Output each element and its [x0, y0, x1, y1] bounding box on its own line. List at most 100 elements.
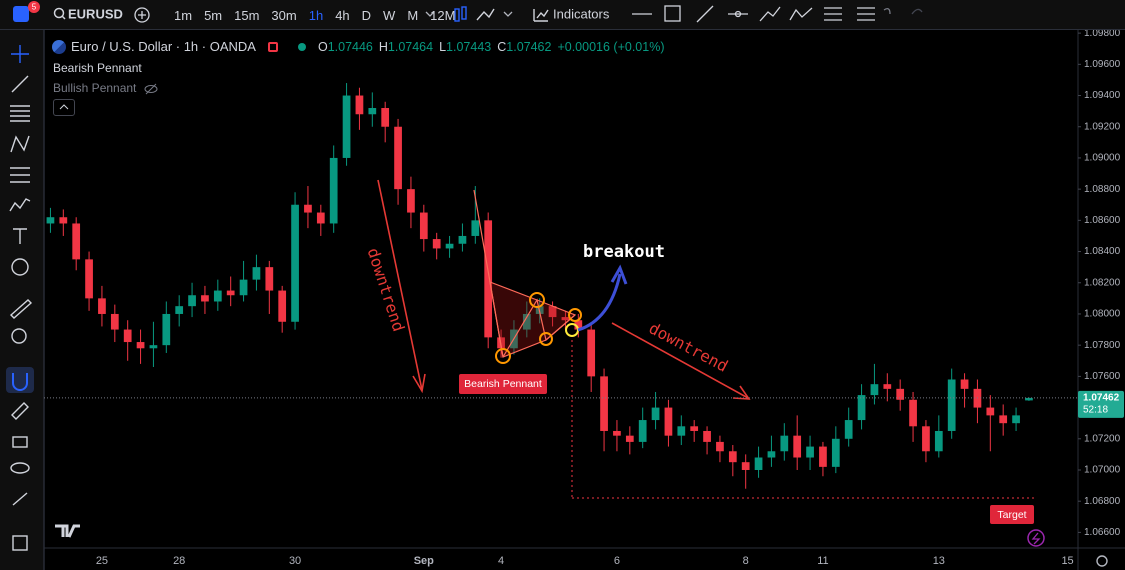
candle-body	[355, 95, 364, 115]
candle-body	[934, 430, 943, 452]
candle-body	[316, 212, 325, 224]
pattern-label: Bearish Pennant	[464, 378, 542, 390]
timeframe[interactable]: D	[361, 7, 372, 23]
indicators-button[interactable]: Indicators	[553, 6, 610, 21]
symbol-title: Euro / U.S. Dollar · 1h · OANDA	[71, 39, 256, 54]
timeframe-dropdown[interactable]	[425, 11, 435, 17]
timeframe[interactable]: 1m	[174, 7, 193, 23]
y-tick-label: 1.08200	[1084, 277, 1121, 288]
collapse-legend[interactable]	[53, 99, 75, 116]
candle-body	[780, 435, 789, 452]
lock-tool[interactable]	[12, 436, 28, 448]
breakout-arrowhead	[610, 264, 628, 285]
candle-body	[947, 379, 956, 431]
brush-tool[interactable]	[9, 198, 31, 212]
candle-body	[960, 379, 969, 389]
candle-body	[844, 420, 853, 439]
timeframe[interactable]: 1h	[308, 7, 324, 23]
timeframes: 1m 5m 15m 30m 1h 4h D W M 12M	[168, 0, 461, 30]
icon-tool[interactable]	[11, 258, 29, 276]
timeframe[interactable]: 30m	[271, 7, 297, 23]
magnet-tool[interactable]	[12, 373, 28, 391]
x-tick-label: 28	[173, 555, 185, 567]
collapse-icon	[59, 104, 69, 110]
top-toolbar-icons: 5 EURUSD Indicators	[13, 1, 923, 23]
timeframe[interactable]: 15m	[234, 7, 260, 23]
candle-body	[574, 320, 583, 330]
hide-tool[interactable]	[10, 462, 30, 474]
lightning-button[interactable]	[1027, 529, 1045, 547]
ohlc-key: C	[497, 39, 507, 54]
x-tick-label: Sep	[414, 555, 434, 567]
ohlc-key: O	[317, 39, 328, 54]
chart-type-button[interactable]	[454, 6, 467, 22]
candle-body	[458, 235, 467, 244]
compare-button[interactable]	[134, 7, 150, 23]
measure-tool[interactable]	[9, 299, 33, 319]
pattern-label-bg	[459, 374, 547, 394]
candle-body	[329, 157, 338, 224]
target-label: Target	[997, 509, 1026, 521]
y-tick-label: 1.06600	[1084, 527, 1121, 538]
candle-body	[664, 407, 673, 436]
market-status	[297, 42, 306, 51]
link-tool[interactable]	[12, 492, 28, 506]
candle-body	[188, 295, 196, 307]
y-tick-label: 1.08800	[1084, 184, 1121, 195]
breakout-arrow	[577, 273, 622, 332]
stay-drawing-tool[interactable]	[11, 402, 29, 420]
ohlc-value: 1.07462	[506, 39, 552, 54]
downtrend-arrowhead	[412, 373, 426, 394]
timeframe[interactable]: 12M	[430, 7, 456, 23]
y-tick-label: 1.07800	[1084, 340, 1121, 351]
candle-body	[175, 306, 184, 314]
projection-tool[interactable]	[10, 167, 30, 183]
candle-body	[561, 317, 570, 321]
edit-icon[interactable]	[267, 41, 278, 52]
candle-body	[716, 441, 724, 452]
candle-body	[986, 407, 995, 416]
candle-body	[870, 384, 879, 396]
ohlc-item: C1.07462	[497, 40, 551, 54]
y-tick-label: 1.08000	[1084, 309, 1121, 320]
pennant-pole	[473, 189, 504, 358]
countdown: 52:18	[1083, 405, 1108, 416]
candle-body	[793, 435, 802, 458]
candle-body	[703, 430, 711, 442]
trash-tool[interactable]	[12, 535, 28, 551]
x-tick-label: 6	[614, 555, 620, 567]
candle-body	[819, 446, 827, 467]
candle-body	[1012, 415, 1020, 424]
timeframe[interactable]: M	[407, 7, 419, 23]
timeframe[interactable]: 4h	[335, 7, 350, 23]
candle-body	[909, 399, 917, 427]
hidden-icon[interactable]	[144, 83, 158, 95]
candle-body	[484, 220, 493, 338]
x-tick-label: 4	[498, 555, 504, 567]
candle-body	[201, 295, 209, 302]
drawing-shortcuts[interactable]	[632, 5, 923, 23]
line-type-button[interactable]	[476, 8, 495, 21]
y-tick-label: 1.08400	[1084, 246, 1121, 257]
target-label-bg	[990, 505, 1034, 524]
candle-body	[999, 415, 1008, 424]
pattern-tool[interactable]	[10, 135, 30, 153]
indicator-legend: Bearish Pennant	[53, 61, 142, 75]
avatar[interactable]	[13, 6, 29, 22]
trendline-tool[interactable]	[11, 75, 29, 93]
crosshair-tool[interactable]	[11, 45, 29, 63]
symbol[interactable]: EURUSD	[68, 6, 123, 21]
x-tick-label: 15	[1061, 555, 1073, 567]
candle-body	[922, 426, 930, 452]
timeframe[interactable]: 5m	[204, 7, 223, 23]
ohlc: O1.07446 H1.07464 L1.07443 C1.07462	[318, 40, 552, 54]
y-tick-label: 1.07600	[1084, 371, 1121, 382]
timeframe[interactable]: W	[383, 7, 396, 23]
settings-button[interactable]	[1096, 555, 1108, 567]
fib-tool[interactable]	[10, 105, 30, 122]
candle-body	[304, 204, 312, 213]
text-tool[interactable]	[13, 228, 27, 244]
y-tick-label: 1.07200	[1084, 433, 1121, 444]
zoom-tool[interactable]	[11, 328, 27, 344]
